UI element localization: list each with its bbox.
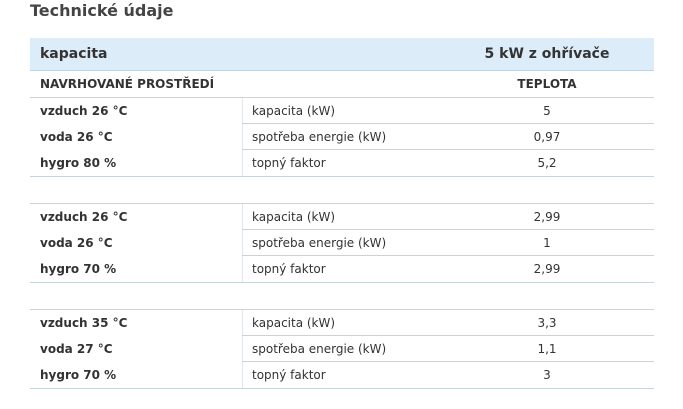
value-cell: 0,97 bbox=[533, 130, 561, 144]
column-divider bbox=[242, 150, 243, 176]
subheader-cell: NAVRHOVANÉ PROSTŘEDÍ bbox=[40, 77, 215, 91]
condition-cell: voda 26 °C bbox=[40, 130, 113, 144]
row-divider bbox=[242, 123, 654, 124]
column-divider bbox=[242, 336, 243, 362]
data-row: vzduch 35 °C kapacita (kW) 3,3 bbox=[30, 310, 654, 336]
data-row: voda 26 °C spotřeba energie (kW) 0,97 bbox=[30, 124, 654, 150]
spec-table: kapacita 5 kW z ohřívače NAVRHOVANÉ PROS… bbox=[30, 38, 654, 389]
value-cell: 3 bbox=[543, 368, 551, 382]
value-cell: 5 bbox=[543, 104, 551, 118]
parameter-cell: spotřeba energie (kW) bbox=[252, 342, 387, 356]
condition-cell: hygro 70 % bbox=[40, 262, 117, 276]
condition-cell: voda 27 °C bbox=[40, 342, 113, 356]
section-title: Technické údaje bbox=[30, 1, 174, 20]
value-cell: 1,1 bbox=[537, 342, 557, 356]
data-row: vzduch 26 °C kapacita (kW) 5 bbox=[30, 98, 654, 124]
condition-cell: hygro 80 % bbox=[40, 156, 117, 170]
value-cell: 3,3 bbox=[537, 316, 557, 330]
data-row: hygro 70 % topný faktor 2,99 bbox=[30, 256, 654, 283]
data-row: voda 26 °C spotřeba energie (kW) 1 bbox=[30, 230, 654, 256]
subheader-cell: TEPLOTA bbox=[517, 77, 577, 91]
column-divider bbox=[242, 98, 243, 124]
condition-cell: voda 26 °C bbox=[40, 236, 113, 250]
column-divider bbox=[242, 310, 243, 336]
value-cell: 2,99 bbox=[533, 262, 561, 276]
parameter-cell: spotřeba energie (kW) bbox=[252, 130, 387, 144]
condition-cell: vzduch 26 °C bbox=[40, 104, 128, 118]
column-divider bbox=[242, 362, 243, 388]
parameter-cell: kapacita (kW) bbox=[252, 104, 336, 118]
column-divider bbox=[242, 124, 243, 150]
data-row: hygro 80 % topný faktor 5,2 bbox=[30, 150, 654, 177]
parameter-cell: kapacita (kW) bbox=[252, 316, 336, 330]
parameter-cell: topný faktor bbox=[252, 262, 326, 276]
condition-cell: vzduch 35 °C bbox=[40, 316, 128, 330]
condition-cell: hygro 70 % bbox=[40, 368, 117, 382]
column-divider bbox=[242, 204, 243, 230]
row-divider bbox=[242, 149, 654, 150]
header-cell: 5 kW z ohřívače bbox=[484, 46, 610, 62]
column-divider bbox=[242, 230, 243, 256]
parameter-cell: topný faktor bbox=[252, 156, 326, 170]
subheader-row: NAVRHOVANÉ PROSTŘEDÍ TEPLOTA bbox=[30, 71, 654, 98]
value-cell: 1 bbox=[543, 236, 551, 250]
header-row: kapacita 5 kW z ohřívače bbox=[30, 38, 654, 71]
value-cell: 2,99 bbox=[533, 210, 561, 224]
column-divider bbox=[242, 256, 243, 282]
data-row: hygro 70 % topný faktor 3 bbox=[30, 362, 654, 389]
data-row: voda 27 °C spotřeba energie (kW) 1,1 bbox=[30, 336, 654, 362]
value-cell: 5,2 bbox=[537, 156, 557, 170]
parameter-cell: kapacita (kW) bbox=[252, 210, 336, 224]
data-row: vzduch 26 °C kapacita (kW) 2,99 bbox=[30, 204, 654, 230]
parameter-cell: spotřeba energie (kW) bbox=[252, 236, 387, 250]
row-divider bbox=[242, 229, 654, 230]
header-cell: kapacita bbox=[40, 46, 108, 62]
row-divider bbox=[242, 255, 654, 256]
row-divider bbox=[242, 361, 654, 362]
condition-cell: vzduch 26 °C bbox=[40, 210, 128, 224]
spacer-row bbox=[30, 283, 654, 310]
parameter-cell: topný faktor bbox=[252, 368, 326, 382]
spacer-row bbox=[30, 177, 654, 204]
row-divider bbox=[242, 335, 654, 336]
